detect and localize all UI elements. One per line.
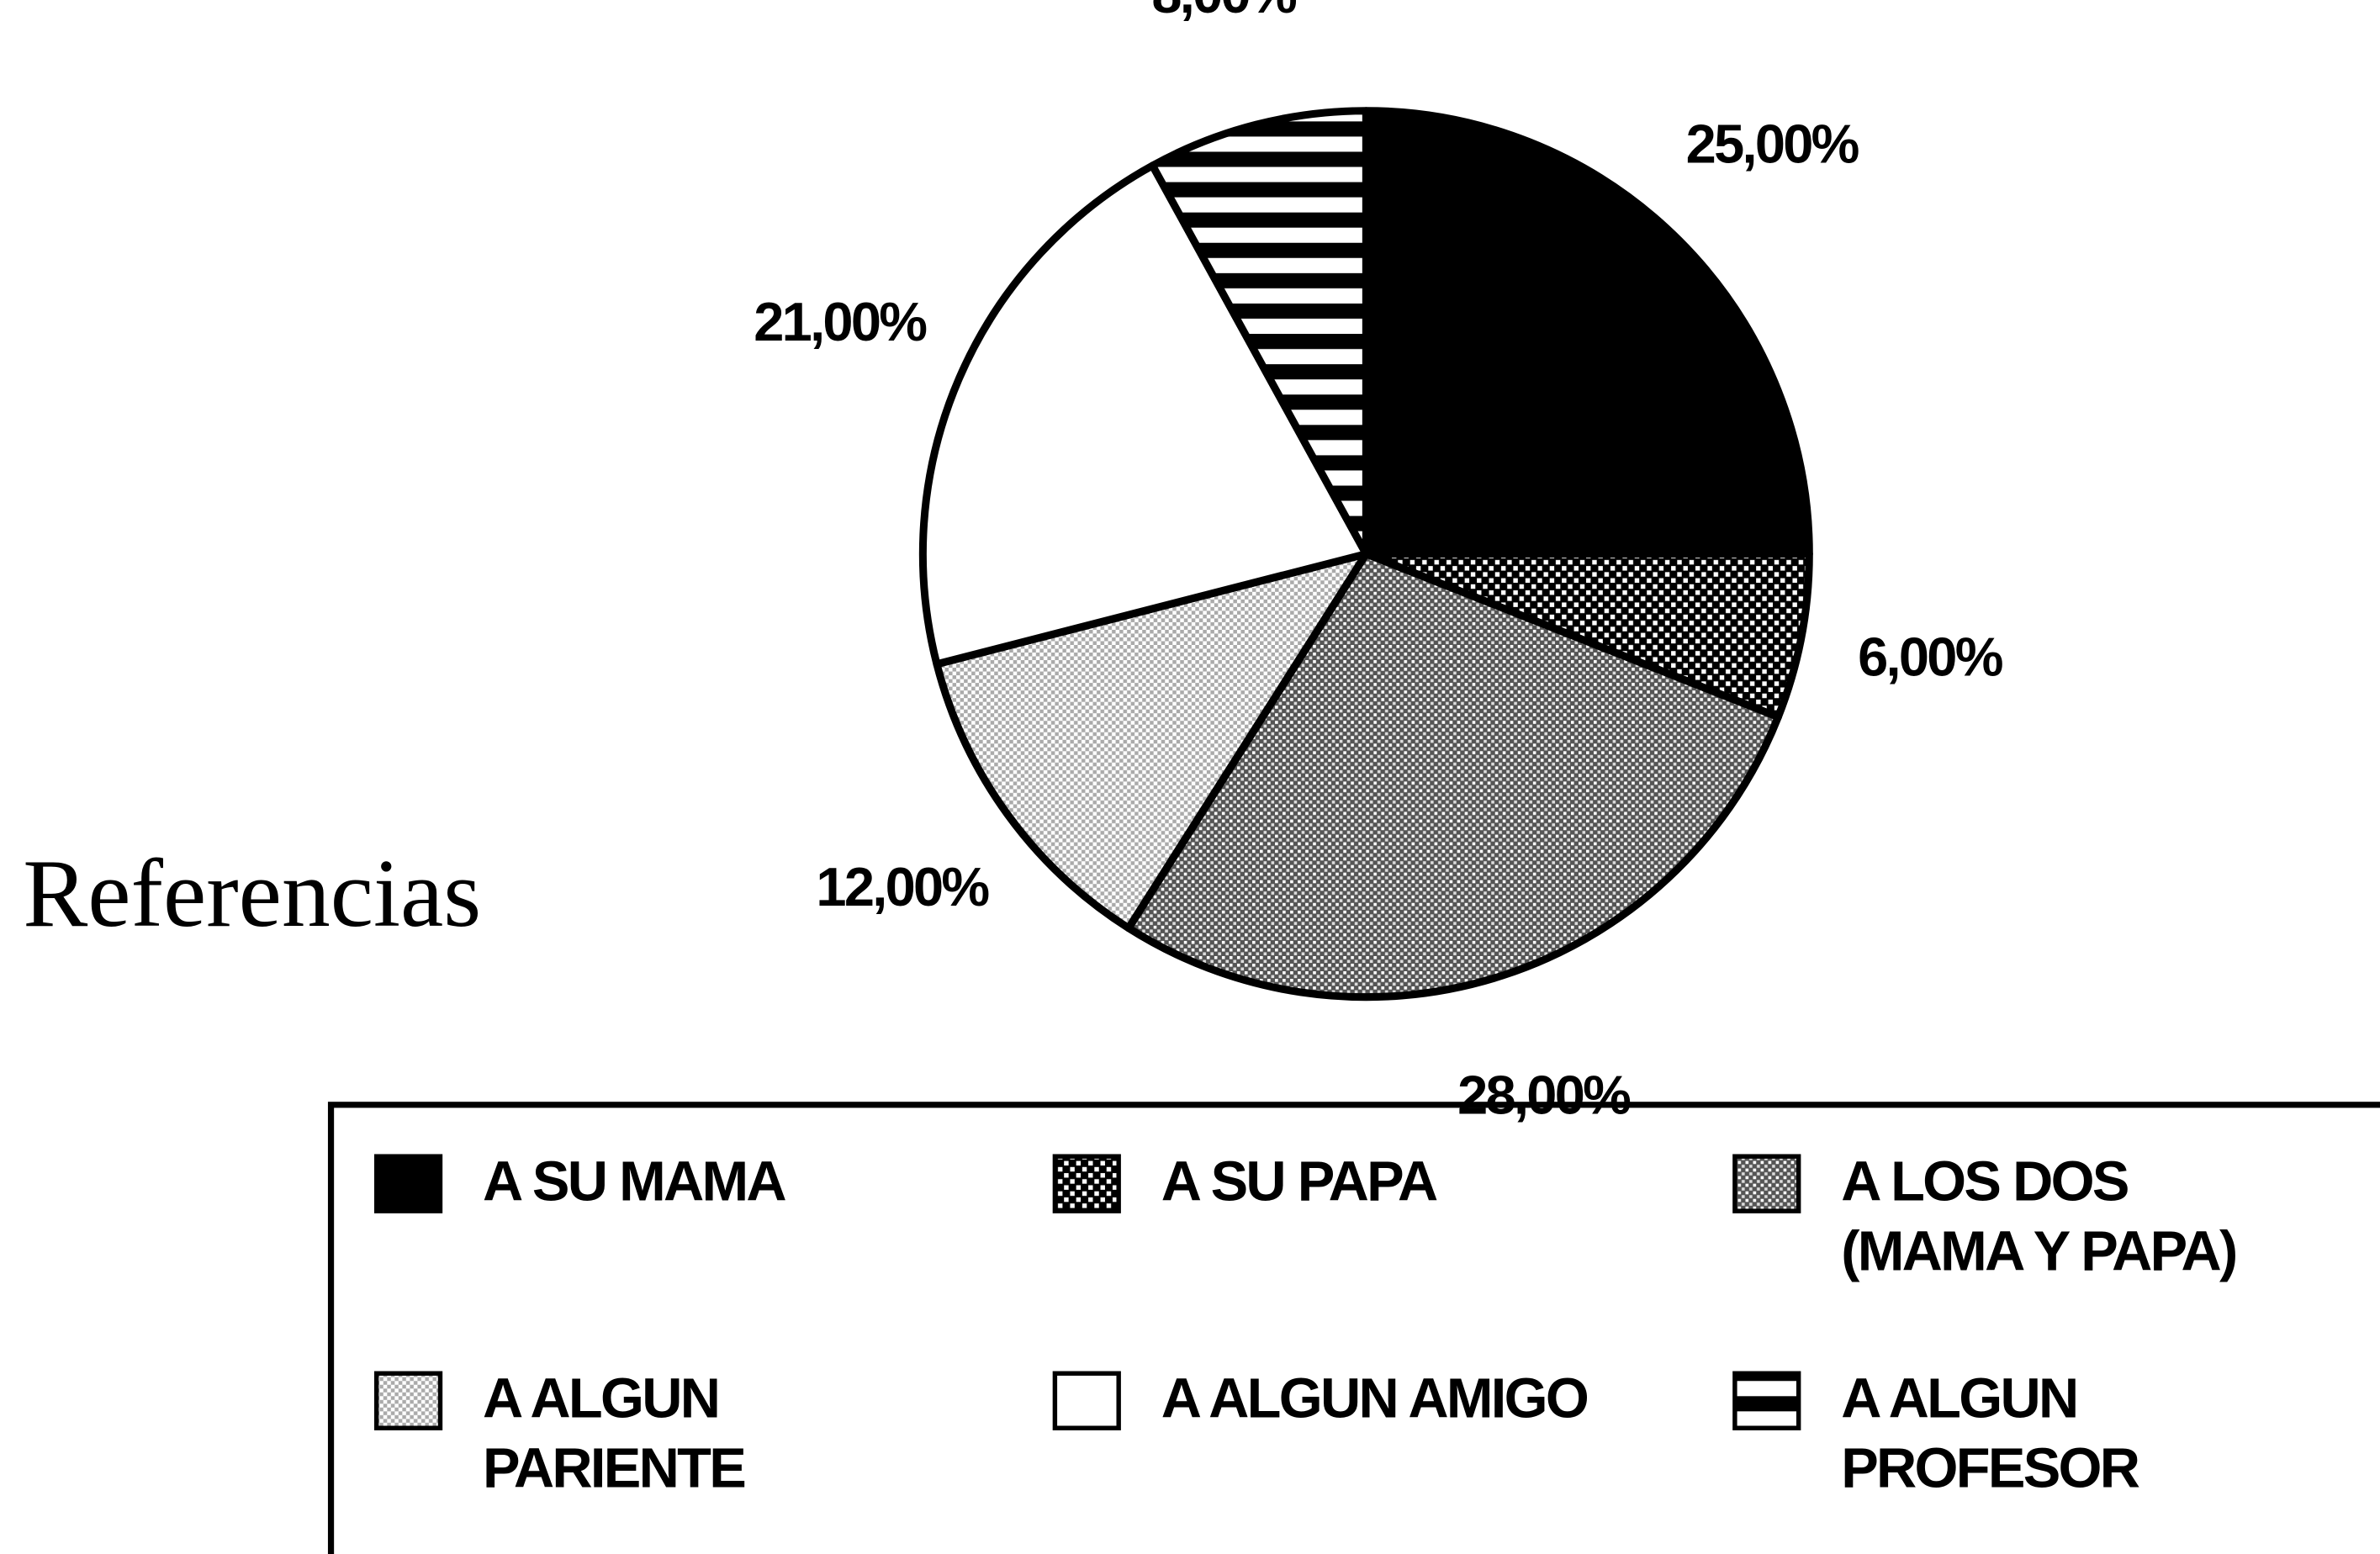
pie-slice	[1148, 107, 1370, 558]
legend-item: A LOS DOS (MAMA Y PAPA)	[1841, 1150, 2238, 1282]
pie-slice	[933, 550, 1370, 933]
data-label: 25,00%	[1686, 113, 1859, 174]
pie-slice	[918, 161, 1370, 669]
legend-item: A ALGUN PROFESOR	[1841, 1367, 2140, 1500]
pie-slice	[1124, 550, 1782, 1002]
legend-label: A ALGUN AMIGO	[1161, 1367, 1589, 1430]
legend-swatch	[1732, 1154, 1801, 1213]
data-label: 28,00%	[1457, 1065, 1631, 1126]
data-label: 12,00%	[816, 856, 989, 917]
legend-label: A ALGUN PARIENTE	[483, 1367, 747, 1500]
legend-label: A LOS DOS (MAMA Y PAPA)	[1841, 1150, 2238, 1282]
legend-item: A SU PAPA	[1161, 1150, 1439, 1213]
legend-swatch	[1052, 1371, 1121, 1430]
pie-slice	[1362, 107, 1813, 558]
legend-swatch	[1732, 1371, 1801, 1430]
legend-label: A SU MAMA	[483, 1150, 787, 1213]
data-label: 21,00%	[754, 291, 927, 352]
legend-label: A ALGUN PROFESOR	[1841, 1367, 2140, 1500]
legend-swatch	[373, 1154, 443, 1213]
legend-label: A SU PAPA	[1161, 1150, 1439, 1213]
legend-item: A ALGUN PARIENTE	[483, 1367, 747, 1500]
legend-title: Referencias	[23, 839, 481, 947]
legend-box	[327, 1102, 2380, 1554]
legend-item: A ALGUN AMIGO	[1161, 1367, 1589, 1430]
legend-swatch	[373, 1371, 443, 1430]
data-label: 8,00%	[1151, 0, 1297, 24]
data-label: 6,00%	[1858, 626, 2003, 688]
legend-swatch	[1052, 1154, 1121, 1213]
legend-item: A SU MAMA	[483, 1150, 787, 1213]
